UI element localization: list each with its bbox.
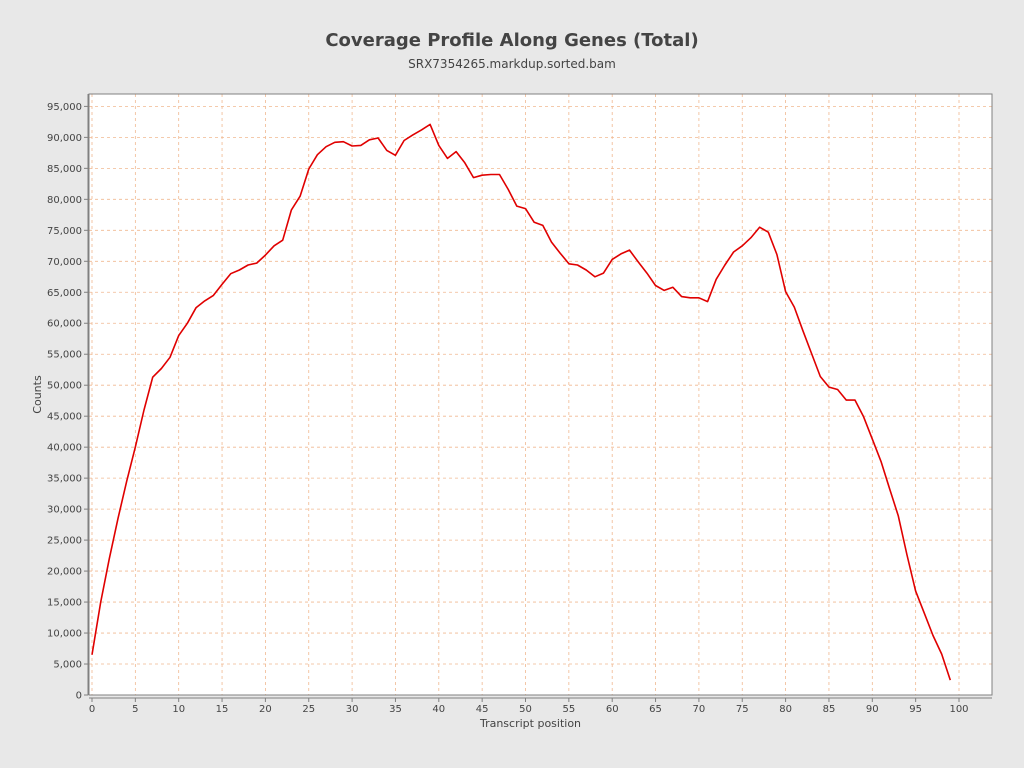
x-tick-label: 60: [606, 704, 619, 715]
x-tick-label: 40: [432, 704, 445, 715]
x-tick-label: 5: [132, 704, 138, 715]
x-tick-label: 30: [346, 704, 359, 715]
y-tick-label: 10,000: [47, 629, 82, 640]
x-tick-label: 65: [649, 704, 662, 715]
x-tick-label: 55: [562, 704, 575, 715]
y-tick-label: 55,000: [47, 350, 82, 361]
x-tick-label: 80: [779, 704, 792, 715]
chart-subtitle: SRX7354265.markdup.sorted.bam: [408, 57, 616, 71]
y-axis-label: Counts: [31, 375, 44, 414]
y-tick-label: 95,000: [47, 102, 82, 113]
x-tick-label: 95: [909, 704, 922, 715]
x-tick-label: 35: [389, 704, 402, 715]
y-tick-label: 0: [76, 691, 82, 702]
y-tick-label: 60,000: [47, 319, 82, 330]
x-tick-label: 100: [949, 704, 968, 715]
x-tick-label: 20: [259, 704, 272, 715]
y-tick-label: 20,000: [47, 567, 82, 578]
x-tick-label: 70: [693, 704, 706, 715]
y-tick-label: 15,000: [47, 598, 82, 609]
y-tick-label: 40,000: [47, 443, 82, 454]
x-tick-label: 10: [172, 704, 185, 715]
x-tick-label: 0: [89, 704, 95, 715]
x-axis-label: Transcript position: [479, 717, 581, 730]
y-tick-label: 45,000: [47, 412, 82, 423]
y-tick-label: 85,000: [47, 164, 82, 175]
y-tick-label: 90,000: [47, 133, 82, 144]
y-tick-label: 30,000: [47, 505, 82, 516]
y-tick-label: 70,000: [47, 257, 82, 268]
x-tick-label: 25: [302, 704, 315, 715]
x-tick-label: 45: [476, 704, 489, 715]
plot-border: [88, 93, 993, 696]
x-tick-label: 90: [866, 704, 879, 715]
y-tick-label: 80,000: [47, 195, 82, 206]
y-tick-label: 35,000: [47, 474, 82, 485]
y-tick-label: 5,000: [53, 660, 82, 671]
x-tick-label: 15: [216, 704, 229, 715]
y-tick-label: 65,000: [47, 288, 82, 299]
x-tick-label: 75: [736, 704, 749, 715]
y-tick-label: 25,000: [47, 536, 82, 547]
plot-area: [89, 94, 992, 695]
x-tick-label: 50: [519, 704, 532, 715]
coverage-series-line: [91, 123, 952, 681]
chart-title: Coverage Profile Along Genes (Total): [325, 30, 699, 51]
x-tick-label: 85: [823, 704, 836, 715]
y-tick-label: 50,000: [47, 381, 82, 392]
y-tick-label: 75,000: [47, 226, 82, 237]
